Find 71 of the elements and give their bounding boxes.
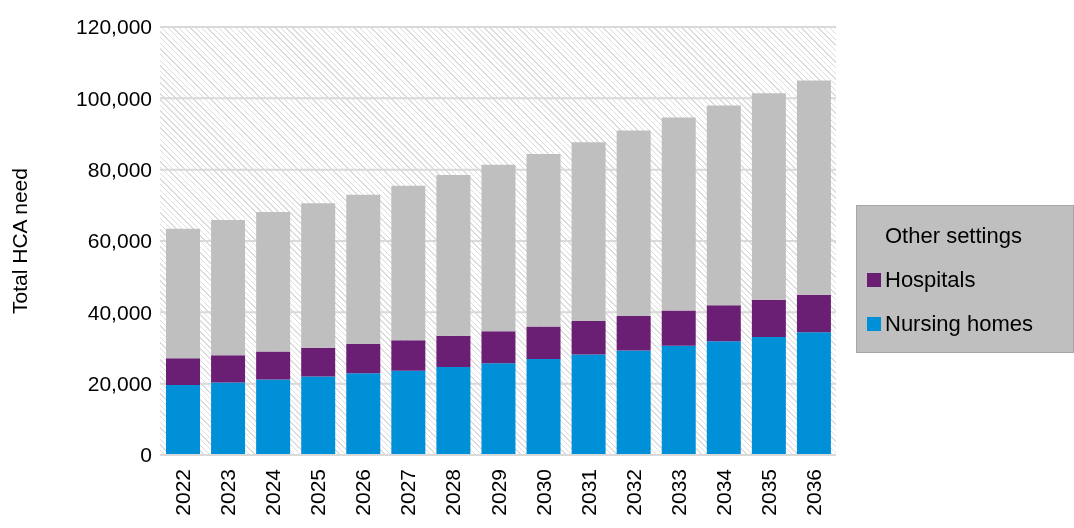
bar [571,354,606,455]
bar [256,379,291,455]
x-tick-label: 2025 [306,469,330,516]
bar [481,331,516,364]
bar [346,344,381,374]
bar [301,347,336,377]
y-tick-label: 80,000 [87,158,152,182]
bar [346,194,381,345]
bar [661,310,696,346]
x-tick-label: 2024 [261,468,285,516]
y-tick-label: 20,000 [87,372,152,396]
x-tick-label: 2032 [621,469,645,516]
bar [391,185,426,341]
bar [436,335,471,367]
x-tick-label: 2026 [351,469,375,516]
bar [796,294,831,333]
legend-label: Nursing homes [885,311,1033,337]
x-tick-label: 2023 [216,469,240,516]
x-tick-label: 2034 [711,468,735,516]
bar [211,355,246,383]
x-tick-label: 2030 [531,469,555,516]
bar [571,320,606,355]
x-tick-label: 2028 [441,469,465,516]
text: Other settings [885,223,1022,249]
bar [301,376,336,455]
bar [706,305,741,342]
bar [751,299,786,337]
x-tick-label: 2022 [171,469,195,516]
bar [211,219,246,356]
bar [616,350,651,455]
bar [166,385,200,455]
bar [436,366,471,455]
bar [661,117,696,311]
legend-label: Hospitals [885,267,976,293]
y-tick-label: 120,000 [76,15,152,39]
bar [481,363,516,455]
bar [751,336,786,455]
x-tick-label: 2036 [801,469,825,516]
x-tick-label: 2033 [666,469,690,516]
y-tick-label: 40,000 [87,300,152,324]
bar [796,332,831,455]
y-tick-label: 60,000 [87,229,152,253]
bar [166,228,200,359]
y-tick-label: 100,000 [76,86,152,110]
bar [616,130,651,316]
bar [796,80,831,295]
bar [751,93,786,300]
bar [436,175,471,336]
bar [391,370,426,455]
y-axis-title: Total HCA need [8,168,32,314]
x-tick-label: 2029 [486,469,510,516]
bar [526,153,561,327]
bar [481,164,516,332]
bar [211,382,246,455]
bar [301,203,336,348]
bar [391,340,426,371]
bar [571,142,606,321]
x-tick-label: 2027 [396,469,420,516]
bar [661,345,696,455]
bar [346,373,381,455]
bar [166,358,200,386]
bar [706,341,741,455]
bar [256,212,291,352]
bar [256,351,291,380]
x-tick-label: 2031 [576,469,600,516]
bar [706,105,741,306]
x-tick-label: 2035 [756,469,780,516]
bar [616,315,651,351]
y-tick-label: 0 [140,443,152,467]
bar [526,326,561,360]
bar [526,359,561,455]
